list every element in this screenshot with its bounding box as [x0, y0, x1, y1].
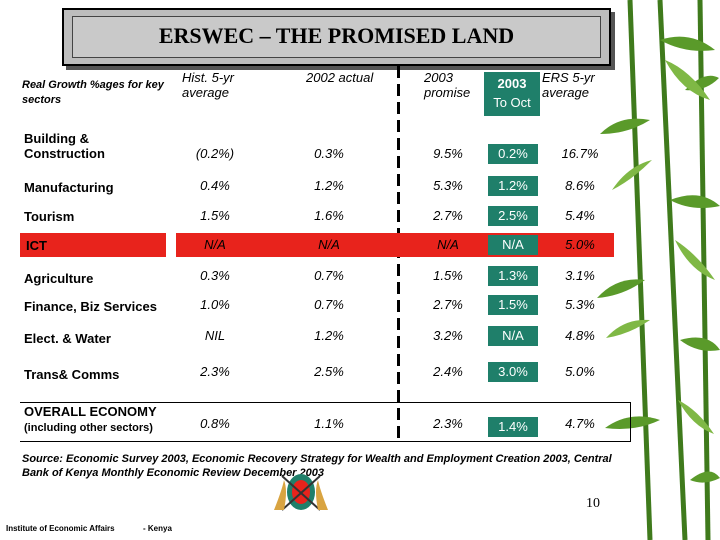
row-label-building: Building & Construction — [24, 131, 105, 161]
cell-building-promise: 9.5% — [433, 146, 463, 161]
ict-row-band — [176, 233, 614, 257]
cell-agriculture-promise: 1.5% — [433, 268, 463, 283]
cell-agriculture-ers: 3.1% — [565, 268, 595, 283]
row-label-trans-comms: Trans& Comms — [24, 367, 120, 382]
cell-finance-oct: 1.5% — [488, 295, 538, 315]
footer-org: Institute of Economic Affairs — [6, 524, 115, 533]
title-box: ERSWEC – THE PROMISED LAND — [62, 8, 611, 66]
cell-finance-hist: 1.0% — [200, 297, 230, 312]
cell-overall-2002: 1.1% — [314, 416, 344, 431]
footer-country: - Kenya — [143, 524, 172, 533]
cell-trans-oct: 3.0% — [488, 362, 538, 382]
cell-overall-ers: 4.7% — [565, 416, 595, 431]
cell-ict-oct: N/A — [488, 235, 538, 255]
cell-overall-hist: 0.8% — [200, 416, 230, 431]
header-2003-promise: 2003 promise — [424, 70, 471, 100]
cell-elect-2002: 1.2% — [314, 328, 344, 343]
coat-of-arms-logo — [274, 474, 328, 511]
cell-agriculture-hist: 0.3% — [200, 268, 230, 283]
cell-manufacturing-ers: 8.6% — [565, 178, 595, 193]
cell-tourism-promise: 2.7% — [433, 208, 463, 223]
cell-finance-promise: 2.7% — [433, 297, 463, 312]
ict-highlight — [20, 233, 166, 257]
page-title: ERSWEC – THE PROMISED LAND — [158, 23, 515, 48]
cell-trans-ers: 5.0% — [565, 364, 595, 379]
row-label-agriculture: Agriculture — [24, 271, 94, 286]
source-note: Source: Economic Survey 2003, Economic R… — [22, 453, 612, 479]
cell-manufacturing-oct: 1.2% — [488, 176, 538, 196]
cell-building-ers: 16.7% — [561, 146, 599, 161]
bamboo-decoration — [597, 0, 720, 540]
cell-ict-ers: 5.0% — [565, 237, 595, 252]
cell-building-2002: 0.3% — [314, 146, 344, 161]
cell-overall-promise: 2.3% — [433, 416, 463, 431]
row-label-elect-water: Elect. & Water — [24, 331, 111, 346]
cell-tourism-ers: 5.4% — [565, 208, 595, 223]
cell-elect-oct: N/A — [488, 326, 538, 346]
cell-ict-promise: N/A — [437, 237, 459, 252]
cell-manufacturing-hist: 0.4% — [200, 178, 230, 193]
cell-ict-2002: N/A — [318, 237, 340, 252]
cell-finance-2002: 0.7% — [314, 297, 344, 312]
header-ers: ERS 5-yr average — [542, 70, 595, 100]
overall-box — [20, 402, 631, 442]
header-2003-to-oct: 2003 To Oct — [484, 72, 540, 116]
row-label-manufacturing: Manufacturing — [24, 180, 114, 195]
cell-tourism-2002: 1.6% — [314, 208, 344, 223]
row-label-ict: ICT — [26, 238, 47, 253]
cell-trans-promise: 2.4% — [433, 364, 463, 379]
box2003-line1: 2003 — [497, 76, 527, 91]
cell-agriculture-2002: 0.7% — [314, 268, 344, 283]
cell-trans-2002: 2.5% — [314, 364, 344, 379]
cell-manufacturing-promise: 5.3% — [433, 178, 463, 193]
header-hist: Hist. 5-yr average — [182, 70, 234, 100]
header-sector: Real Growth %ages for key sectors — [22, 79, 164, 106]
cell-overall-oct: 1.4% — [488, 417, 538, 437]
row-label-tourism: Tourism — [24, 209, 75, 224]
cell-finance-ers: 5.3% — [565, 297, 595, 312]
cell-elect-hist: NIL — [204, 328, 226, 343]
cell-trans-hist: 2.3% — [200, 364, 230, 379]
page-number: 10 — [586, 496, 600, 511]
header-2002: 2002 actual — [306, 70, 374, 85]
row-label-finance: Finance, Biz Services — [24, 299, 157, 314]
title-inner — [72, 16, 601, 58]
cell-tourism-oct: 2.5% — [488, 206, 538, 226]
cell-building-hist: (0.2%) — [195, 146, 235, 161]
cell-ict-hist: N/A — [204, 237, 226, 252]
cell-tourism-hist: 1.5% — [200, 208, 230, 223]
cell-elect-ers: 4.8% — [565, 328, 595, 343]
box2003-line2: To Oct — [493, 95, 531, 110]
cell-agriculture-oct: 1.3% — [488, 266, 538, 286]
overall-label: OVERALL ECONOMY — [24, 404, 157, 419]
cell-manufacturing-2002: 1.2% — [314, 178, 344, 193]
cell-building-oct: 0.2% — [488, 144, 538, 164]
overall-sublabel: (including other sectors) — [24, 422, 153, 434]
cell-elect-promise: 3.2% — [433, 328, 463, 343]
